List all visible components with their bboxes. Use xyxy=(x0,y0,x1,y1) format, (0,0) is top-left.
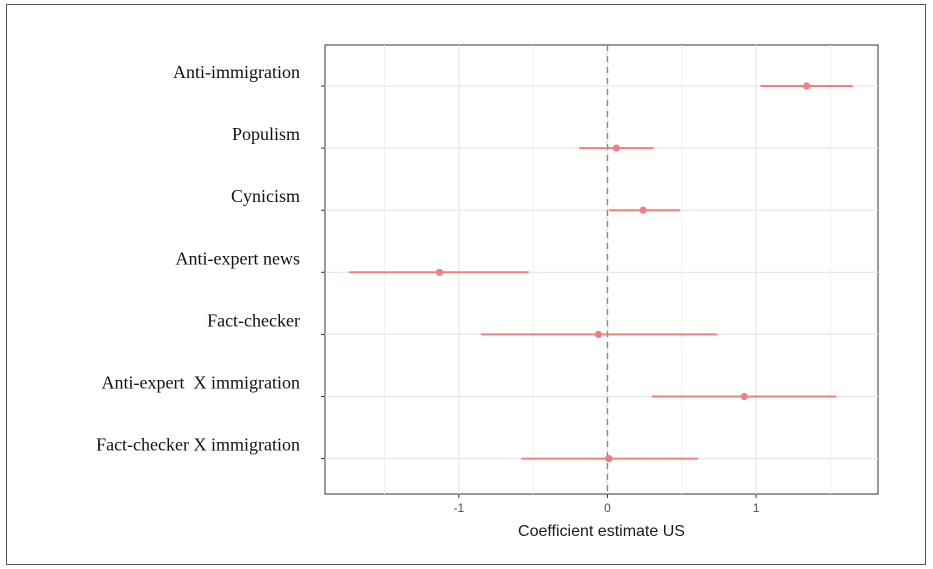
estimate-points xyxy=(435,82,811,463)
category-label: Fact-checker xyxy=(207,310,300,330)
estimate-point xyxy=(605,455,613,463)
estimate-point xyxy=(594,330,603,338)
minor-grid xyxy=(383,45,831,494)
category-label: Anti-expert news xyxy=(176,248,300,268)
x-tick-label: 1 xyxy=(753,501,760,515)
category-label: Fact-checker X immigration xyxy=(96,435,300,455)
estimate-point xyxy=(639,206,647,214)
x-axis-tick-labels: -1 0 1 xyxy=(453,501,759,515)
category-labels: Anti-immigration Populism Cynicism Anti-exp… xyxy=(96,62,300,455)
plot-panel xyxy=(324,44,879,495)
category-label: Anti-immigration xyxy=(173,62,300,82)
estimate-point xyxy=(803,82,811,90)
category-label: Anti-expert X immigration xyxy=(102,373,300,393)
estimate-point xyxy=(435,268,444,276)
category-label: Cynicism xyxy=(231,186,300,206)
x-axis-title: Coefficient estimate US xyxy=(518,523,685,540)
x-tick-label: -1 xyxy=(453,501,464,515)
x-axis-ticks xyxy=(458,494,757,498)
x-tick-label: 0 xyxy=(604,501,611,515)
category-label: Populism xyxy=(232,124,300,144)
estimate-point xyxy=(740,392,748,401)
y-axis-ticks xyxy=(321,85,325,460)
estimate-point xyxy=(612,144,620,152)
